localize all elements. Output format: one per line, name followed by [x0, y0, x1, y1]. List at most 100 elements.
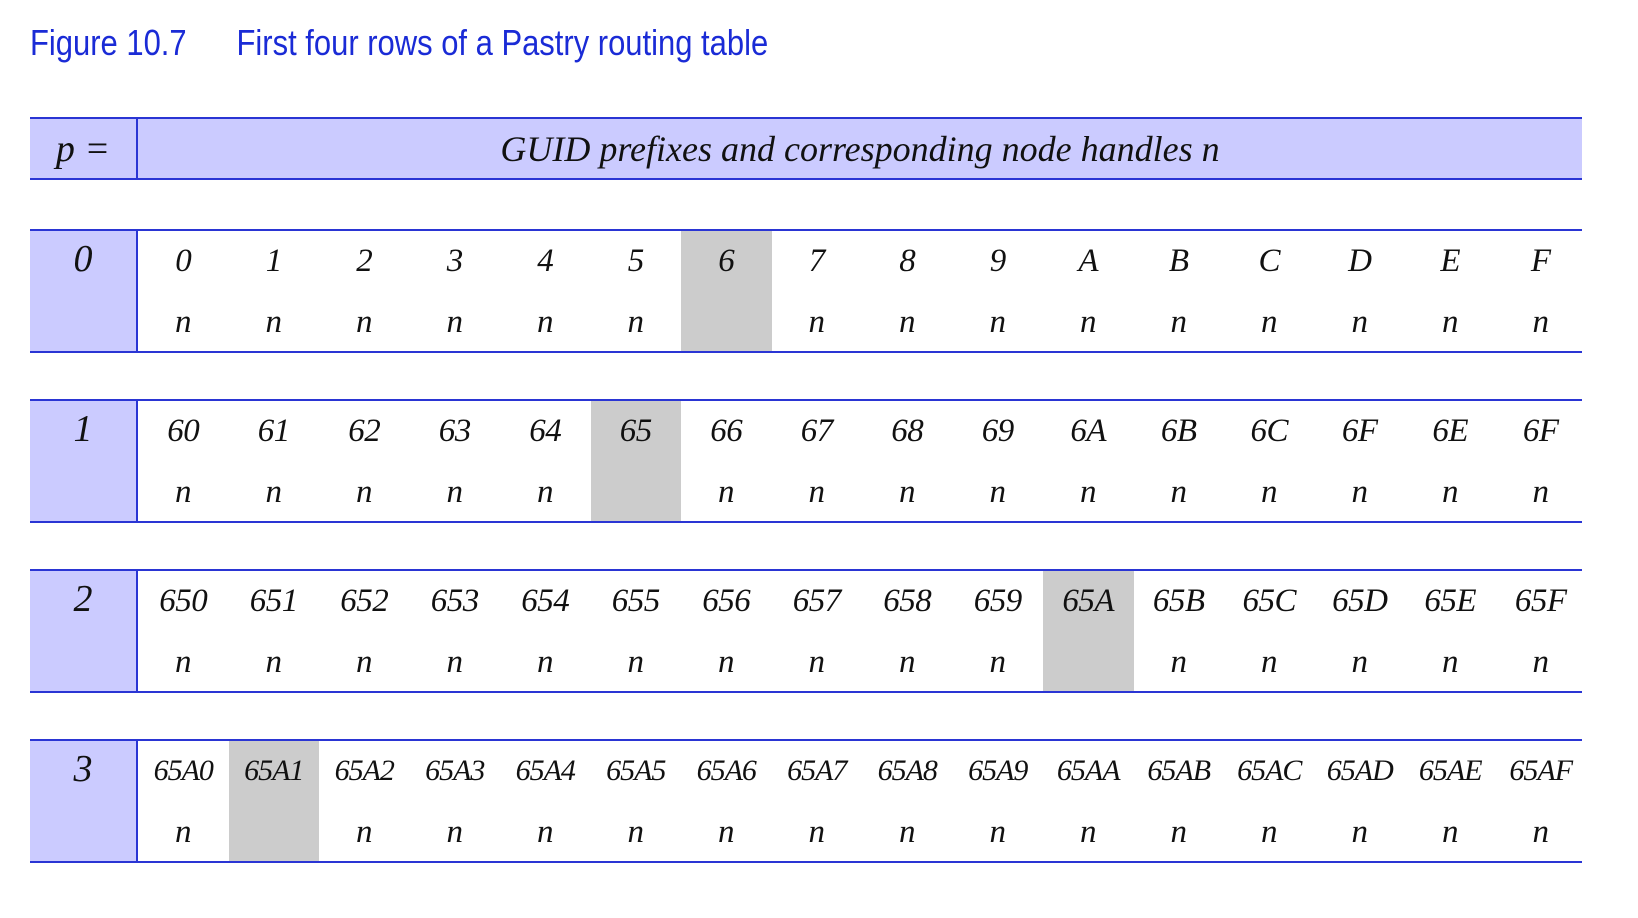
guid-prefix: 65A6	[696, 754, 757, 787]
prefix-cell: 67 n	[772, 401, 863, 521]
node-handle: n	[537, 814, 554, 850]
node-handle: n	[446, 474, 464, 510]
node-handle: n	[175, 644, 192, 680]
prefix-cell: 65A5 n	[591, 741, 682, 861]
guid-prefix: 65A9	[968, 754, 1028, 787]
prefix-cell: 61 n	[229, 401, 320, 521]
guid-prefix: 6	[718, 243, 735, 279]
guid-prefix: B	[1168, 243, 1189, 279]
table-header: p = GUID prefixes and corresponding node…	[30, 117, 1582, 180]
node-handle: n	[899, 474, 916, 510]
node-handle: n	[808, 814, 826, 850]
node-handle: n	[899, 814, 916, 850]
guid-prefix: 9	[989, 243, 1007, 279]
routing-row-p2: 2 650 n 651 n 652 n 653 n 654 n 655 n 656 n 657 n 658 n 659…	[30, 569, 1582, 693]
prefix-cell: 68 n	[862, 401, 953, 521]
guid-prefix: 65A1	[244, 754, 304, 787]
prefix-cell: 6A n	[1043, 401, 1134, 521]
prefix-cell: 651 n	[229, 571, 320, 691]
node-handle: n	[446, 644, 464, 680]
figure-caption: Figure 10.7 First four rows of a Pastry r…	[30, 22, 768, 64]
guid-prefix: 656	[702, 583, 751, 619]
guid-prefix: 65E	[1424, 583, 1477, 619]
guid-prefix: C	[1258, 243, 1280, 279]
node-handle: n	[265, 644, 283, 680]
node-handle: n	[1351, 304, 1369, 340]
guid-prefix: 65A5	[606, 754, 666, 787]
node-handle: n	[1532, 814, 1550, 850]
guid-prefix: D	[1348, 243, 1372, 279]
guid-prefix: 65AA	[1056, 754, 1121, 787]
node-handle: n	[718, 644, 735, 680]
guid-prefix: 659	[973, 583, 1023, 619]
node-handle: n	[1170, 644, 1188, 680]
node-handle: n	[537, 304, 554, 340]
node-handle: n	[989, 644, 1007, 680]
figure-title: First four rows of a Pastry routing tabl…	[236, 22, 769, 63]
prefix-cell: 65A0 n	[138, 741, 229, 861]
row-cells: 650 n 651 n 652 n 653 n 654 n 655 n 656 n 657 n 658 n 659 n…	[138, 571, 1586, 691]
guid-prefix: 63	[438, 413, 472, 449]
own-prefix-cell: 65A	[1043, 571, 1134, 691]
guid-prefix: 65AB	[1147, 754, 1211, 787]
node-handle: n	[1532, 304, 1550, 340]
prefix-cell: 657 n	[772, 571, 863, 691]
prefix-cell: 65D n	[1315, 571, 1406, 691]
guid-prefix: 60	[167, 413, 200, 449]
node-handle: n	[537, 474, 554, 510]
prefix-cell: 63 n	[410, 401, 501, 521]
prefix-cell: 658 n	[862, 571, 953, 691]
guid-prefix: 3	[446, 243, 464, 279]
routing-row-p3: 3 65A0 n 65A1 65A2 n 65A3 n 65A4 n 65A5 n 65A6 n 65A7 n…	[30, 739, 1582, 863]
node-handle: n	[175, 474, 192, 510]
guid-prefix: 65A0	[153, 754, 214, 787]
guid-prefix: 4	[537, 243, 554, 279]
guid-prefix: 65C	[1242, 583, 1296, 619]
prefix-cell: 69 n	[953, 401, 1044, 521]
prefix-cell: 65A2 n	[319, 741, 410, 861]
prefix-cell: 65AD n	[1315, 741, 1406, 861]
guid-prefix: 65AC	[1237, 754, 1302, 787]
node-handle: n	[899, 304, 916, 340]
guid-prefix: 67	[800, 413, 834, 449]
guid-prefix: 65	[619, 413, 653, 449]
row-level-label: 0	[30, 231, 138, 351]
node-handle: n	[1532, 474, 1550, 510]
node-handle: n	[1261, 474, 1278, 510]
prefix-cell: 65AC n	[1224, 741, 1315, 861]
prefix-cell: 65B n	[1134, 571, 1225, 691]
node-handle: n	[265, 474, 283, 510]
guid-prefix: F	[1530, 243, 1551, 279]
guid-prefix: 651	[249, 583, 299, 619]
guid-prefix: 0	[175, 243, 192, 279]
figure-number: Figure 10.7	[30, 22, 187, 63]
guid-prefix: 8	[899, 243, 916, 279]
node-handle: n	[1351, 814, 1369, 850]
row-level-label: 3	[30, 741, 138, 861]
node-handle: n	[446, 304, 464, 340]
node-handle: n	[627, 644, 645, 680]
own-prefix-cell: 65	[590, 401, 681, 521]
guid-prefix: 65A4	[515, 754, 576, 787]
guid-prefix: 65A2	[334, 754, 395, 787]
node-handle: n	[989, 814, 1007, 850]
node-handle: n	[1261, 814, 1278, 850]
node-handle: n	[899, 644, 916, 680]
prefix-cell: 65C n	[1224, 571, 1315, 691]
guid-prefix: 65A7	[787, 754, 847, 787]
guid-prefix: 65AF	[1509, 754, 1573, 787]
node-handle: n	[989, 304, 1007, 340]
guid-prefix: 69	[981, 413, 1015, 449]
prefix-cell: 65A6 n	[681, 741, 772, 861]
prefix-cell: 659 n	[953, 571, 1044, 691]
node-handle: n	[356, 474, 373, 510]
node-handle: n	[1080, 814, 1097, 850]
node-handle: n	[808, 474, 826, 510]
row-cells: 60 n 61 n 62 n 63 n 64 n 65 66 n 67 n 68 n 69 n 6A n 6B n 6C n 6F…	[138, 401, 1586, 521]
row-level-label: 2	[30, 571, 138, 691]
